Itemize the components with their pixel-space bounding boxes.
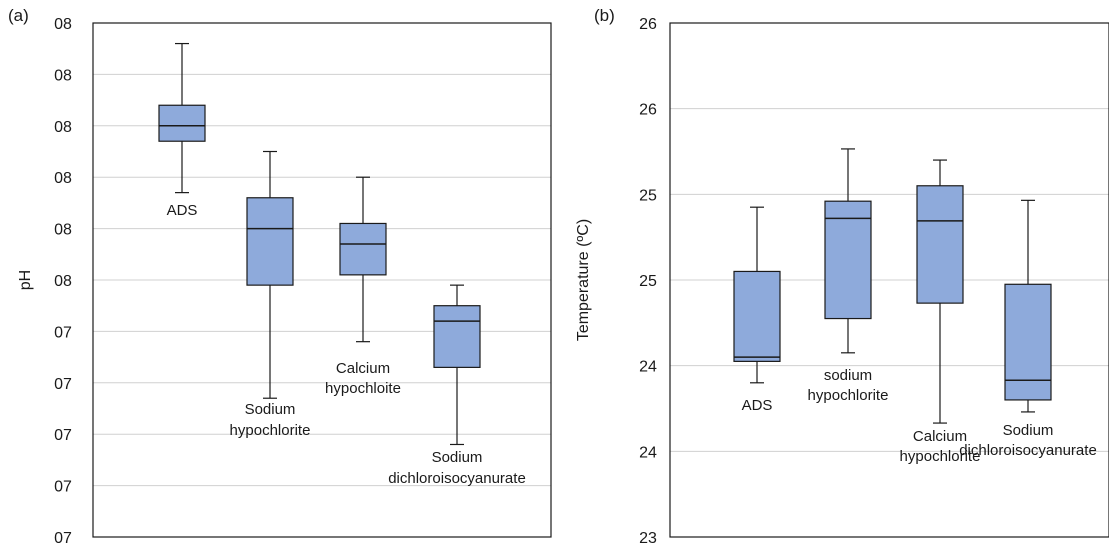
y-tick-label: 26 xyxy=(639,16,657,33)
box-3: Calcium hypochlorite xyxy=(900,159,981,465)
y-tick-label: 07 xyxy=(54,427,72,444)
category-label: Calcium xyxy=(913,428,967,445)
panel-label: (b) xyxy=(594,6,615,25)
y-tick-label: 07 xyxy=(54,324,72,341)
y-axis-label: Temperature (ºC) xyxy=(575,219,592,341)
y-tick-label: 07 xyxy=(54,376,72,393)
box-4: Sodium dichloroisocyanurate xyxy=(388,284,526,487)
box-3: Calcium hypochloite xyxy=(325,176,401,397)
y-tick-label: 08 xyxy=(54,16,72,33)
y-tick-label: 24 xyxy=(639,359,657,376)
panel-b: 23 24 24 25 25 26 26 Temperature (ºC) (b) ADS sodi… xyxy=(575,6,1109,547)
category-label: Sodium xyxy=(1003,422,1054,439)
category-label: hypochlorite xyxy=(808,387,889,404)
category-label: ADS xyxy=(167,202,198,219)
box-1: ADS xyxy=(733,206,781,414)
plot-frame xyxy=(92,22,552,538)
category-label: hypochlorite xyxy=(230,422,311,439)
category-label: dichloroisocyanurate xyxy=(959,442,1097,459)
category-label: Sodium xyxy=(432,449,483,466)
y-tick-label: 26 xyxy=(639,102,657,119)
y-tick-label: 25 xyxy=(639,187,657,204)
y-tick-label: 08 xyxy=(54,119,72,136)
category-label: Calcium xyxy=(336,360,390,377)
y-tick-label: 23 xyxy=(639,530,657,547)
y-tick-label: 08 xyxy=(54,222,72,239)
iqr-box xyxy=(916,185,964,304)
category-label: hypochloite xyxy=(325,380,401,397)
box-2: sodium hypochlorite xyxy=(808,148,889,404)
box-4: Sodium dichloroisocyanurate xyxy=(959,199,1097,459)
y-tick-label: 08 xyxy=(54,67,72,84)
category-label: hypochlorite xyxy=(900,448,981,465)
box-2: Sodium hypochlorite xyxy=(230,150,311,439)
y-axis-label: pH xyxy=(17,270,34,290)
y-tick-label: 07 xyxy=(54,530,72,547)
y-tick-label: 07 xyxy=(54,479,72,496)
iqr-box xyxy=(158,104,206,142)
iqr-box xyxy=(824,200,872,320)
category-label: dichloroisocyanurate xyxy=(388,470,526,487)
category-label: Sodium xyxy=(245,401,296,418)
y-tick-label: 08 xyxy=(54,170,72,187)
iqr-box xyxy=(433,305,481,368)
y-tick-label: 24 xyxy=(639,444,657,461)
category-label: sodium xyxy=(824,367,872,384)
iqr-box xyxy=(1004,283,1052,401)
y-tick-label: 08 xyxy=(54,273,72,290)
y-tick-label: 25 xyxy=(639,273,657,290)
category-label: ADS xyxy=(742,397,773,414)
iqr-box xyxy=(339,222,387,276)
box-1: ADS xyxy=(158,42,206,219)
panel-label: (a) xyxy=(8,6,29,25)
iqr-box xyxy=(246,197,294,286)
plot-frame xyxy=(669,22,1109,538)
iqr-box xyxy=(733,270,781,362)
panel-a: 07 07 07 07 07 08 08 08 08 08 08 pH (a) ADS Sodium hypo… xyxy=(8,6,552,547)
